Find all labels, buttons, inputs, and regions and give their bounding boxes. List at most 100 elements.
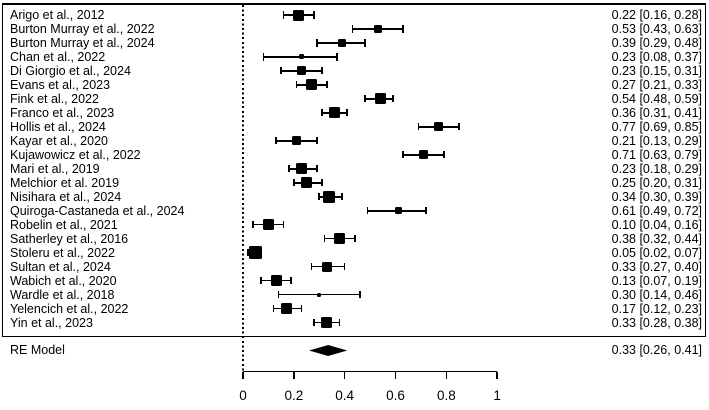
summary-value: 0.33 [0.26, 0.41] xyxy=(611,343,702,357)
ci-cap-left xyxy=(277,290,280,299)
study-label: Fink et al., 2022 xyxy=(10,91,99,106)
estimate-marker xyxy=(295,163,307,175)
estimate-marker xyxy=(323,190,336,203)
summary-row: RE Model 0.33 [0.26, 0.41] xyxy=(0,343,709,357)
study-row: Kayar et al., 2020 0.21 [0.13, 0.29] xyxy=(0,134,709,148)
study-row: Arigo et al., 2012 0.22 [0.16, 0.28] xyxy=(0,8,709,22)
ci-cap-right xyxy=(425,207,427,215)
study-value: 0.36 [0.31, 0.41] xyxy=(611,105,702,120)
study-value: 0.23 [0.08, 0.37] xyxy=(611,49,702,64)
estimate-marker xyxy=(317,292,322,297)
axis-tick xyxy=(242,372,244,379)
study-row: Burton Murray et al., 2022 0.53 [0.43, 0… xyxy=(0,22,709,36)
study-row: Yelencich et al., 2022 0.17 [0.12, 0.23] xyxy=(0,302,709,316)
ci-cap-right xyxy=(315,137,318,145)
study-label: Evans et al., 2023 xyxy=(10,77,111,92)
study-row: Burton Murray et al., 2024 0.39 [0.29, 0… xyxy=(0,36,709,50)
estimate-marker xyxy=(374,93,386,105)
study-label: Wabich et al., 2020 xyxy=(10,273,117,288)
ci-cap-left xyxy=(287,165,290,173)
zero-reference-line xyxy=(242,5,245,371)
study-value: 0.34 [0.30, 0.39] xyxy=(611,189,702,204)
axis-tick-label: 0.6 xyxy=(386,388,405,403)
ci-cap-right xyxy=(458,123,460,131)
study-value: 0.71 [0.63, 0.79] xyxy=(611,147,702,162)
study-value: 0.61 [0.49, 0.72] xyxy=(611,203,702,218)
study-label: Nisihara et al., 2024 xyxy=(10,189,122,204)
study-label: Robelin et al., 2021 xyxy=(10,217,118,232)
ci-cap-right xyxy=(326,81,328,89)
estimate-marker xyxy=(296,66,306,76)
study-label: Arigo et al., 2012 xyxy=(10,8,105,22)
ci-cap-left xyxy=(262,53,265,61)
study-label: Di Giorgio et al., 2024 xyxy=(10,63,131,78)
axis-tick xyxy=(496,372,498,379)
ci-cap-right xyxy=(364,39,366,47)
study-row: Melchior et al. 2019 0.25 [0.20, 0.31] xyxy=(0,176,709,190)
axis-tick-label: 0.2 xyxy=(284,388,304,403)
study-label: Franco et al., 2023 xyxy=(10,105,115,120)
estimate-marker xyxy=(291,136,301,146)
study-value: 0.13 [0.07, 0.19] xyxy=(611,273,702,288)
estimate-marker xyxy=(270,275,282,287)
estimate-marker xyxy=(418,150,428,160)
study-value: 0.21 [0.13, 0.29] xyxy=(611,133,702,148)
axis-tick-label: 0 xyxy=(239,388,247,403)
study-label: Wardle et al., 2018 xyxy=(10,287,115,302)
ci-cap-left xyxy=(295,81,298,89)
study-row: Satherley et al., 2016 0.38 [0.32, 0.44] xyxy=(0,232,709,246)
axis-tick xyxy=(343,372,346,379)
estimate-marker xyxy=(394,207,402,215)
study-row: Chan et al., 2022 0.23 [0.08, 0.37] xyxy=(0,50,709,64)
estimate-marker xyxy=(321,261,332,272)
study-value: 0.77 [0.69, 0.85] xyxy=(611,119,702,134)
ci-cap-right xyxy=(346,109,349,117)
estimate-marker xyxy=(373,24,382,33)
ci-cap-right xyxy=(341,193,343,201)
x-axis-line xyxy=(243,370,498,373)
study-label: Hollis et al., 2024 xyxy=(10,119,106,134)
estimate-marker xyxy=(249,246,263,260)
ci-cap-left xyxy=(402,151,404,159)
ci-cap-left xyxy=(272,304,275,313)
axis-tick xyxy=(394,372,397,379)
axis-tick xyxy=(293,372,295,379)
study-value: 0.25 [0.20, 0.31] xyxy=(611,175,702,190)
ci-cap-left xyxy=(323,235,326,243)
study-label: Yin et al., 2023 xyxy=(10,315,93,330)
study-row: Wardle et al., 2018 0.30 [0.14, 0.46] xyxy=(0,288,709,302)
study-row: Nisihara et al., 2024 0.34 [0.30, 0.39] xyxy=(0,190,709,204)
ci-cap-left xyxy=(259,277,262,285)
study-row: Sultan et al., 2024 0.33 [0.27, 0.40] xyxy=(0,260,709,274)
study-label: Kayar et al., 2020 xyxy=(10,133,108,148)
ci-cap-right xyxy=(315,165,318,173)
ci-cap-left xyxy=(252,221,254,229)
axis-tick-label: 0.8 xyxy=(436,388,456,403)
ci-cap-left xyxy=(417,123,420,131)
study-value: 0.05 [0.02, 0.07] xyxy=(611,245,702,260)
ci-cap-right xyxy=(321,179,323,187)
study-label: Quiroga-Castaneda et al., 2024 xyxy=(10,203,185,218)
study-value: 0.10 [0.04, 0.16] xyxy=(611,217,702,232)
study-label: Yelencich et al., 2022 xyxy=(10,301,129,316)
study-row: Di Giorgio et al., 2024 0.23 [0.15, 0.31… xyxy=(0,64,709,78)
study-row: Kujawowicz et al., 2022 0.71 [0.63, 0.79… xyxy=(0,148,709,162)
plot-frame xyxy=(2,3,706,337)
ci-cap-left xyxy=(282,11,285,19)
ci-cap-right xyxy=(354,235,356,243)
ci-cap-left xyxy=(310,263,313,271)
study-value: 0.22 [0.16, 0.28] xyxy=(611,8,702,22)
study-label: Burton Murray et al., 2022 xyxy=(10,21,155,36)
study-row: Robelin et al., 2021 0.10 [0.04, 0.16] xyxy=(0,218,709,232)
study-value: 0.33 [0.27, 0.40] xyxy=(611,259,702,274)
estimate-marker xyxy=(298,54,304,60)
estimate-marker xyxy=(262,219,274,231)
ci-cap-left xyxy=(364,95,366,103)
ci-cap-right xyxy=(282,221,285,229)
summary-label: RE Model xyxy=(10,343,65,357)
estimate-marker xyxy=(306,79,318,91)
estimate-marker xyxy=(321,317,333,329)
ci-cap-right xyxy=(392,95,394,103)
ci-cap-right xyxy=(313,11,315,19)
